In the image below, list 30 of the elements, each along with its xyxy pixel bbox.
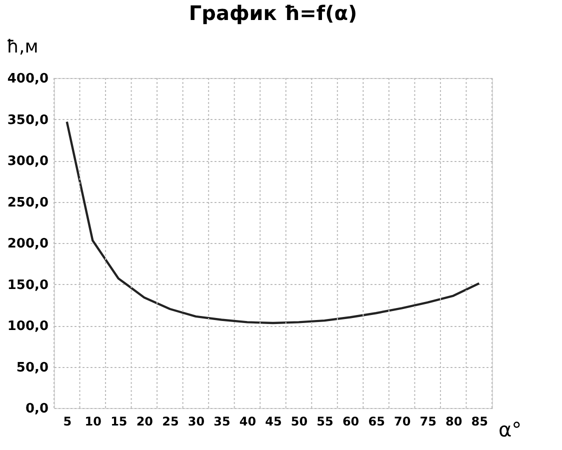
- x-tick-label: 80: [446, 414, 462, 428]
- line-series: [66, 120, 480, 324]
- x-axis-title: α°: [498, 418, 522, 442]
- x-tick-label: 65: [368, 414, 385, 428]
- x-tick-label: 40: [239, 414, 256, 428]
- y-axis-title: ħ,м: [6, 36, 38, 58]
- x-tick-label: 55: [316, 414, 334, 428]
- y-tick-label: 250,0: [7, 195, 48, 210]
- y-tick-label: 300,0: [7, 154, 48, 169]
- chart-title: График ħ=f(α): [188, 1, 358, 25]
- y-tick-label: 400,0: [7, 72, 48, 86]
- x-tick-label: 70: [394, 414, 411, 428]
- x-tick-label: 25: [162, 414, 179, 428]
- x-tick-label: 35: [214, 414, 230, 428]
- x-tick-label: 50: [290, 414, 308, 428]
- x-tick-label: 85: [471, 414, 488, 428]
- y-tick-label: 0,0: [25, 402, 48, 416]
- x-tick-label: 45: [265, 414, 282, 428]
- y-tick-label: 50,0: [16, 360, 48, 376]
- x-tick-label: 30: [188, 414, 205, 428]
- x-tick-label: 5: [63, 414, 72, 428]
- x-tick-label: 75: [420, 414, 436, 428]
- x-tick-label: 10: [84, 414, 102, 428]
- x-tick-label: 15: [110, 414, 128, 428]
- x-tick-label: 20: [136, 414, 154, 428]
- y-tick-label: 200,0: [7, 236, 48, 252]
- y-tick-label: 100,0: [7, 319, 48, 334]
- x-tick-label: 60: [342, 414, 360, 428]
- y-tick-label: 150,0: [7, 278, 48, 293]
- y-tick-label: 350,0: [7, 112, 48, 128]
